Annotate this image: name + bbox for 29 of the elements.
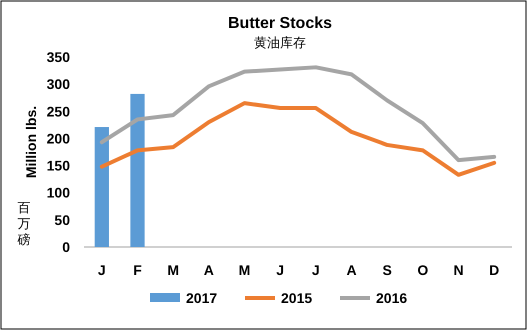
x-tick-label: J — [312, 262, 320, 278]
line-series — [100, 65, 496, 162]
legend-label: 2017 — [186, 290, 218, 306]
y-tick-label: 50 — [54, 212, 70, 228]
y-tick-label: 150 — [46, 158, 70, 174]
y-tick-label: 300 — [46, 76, 70, 92]
line-series — [100, 101, 496, 177]
x-tick-label: O — [417, 262, 428, 278]
x-tick-label: M — [167, 262, 180, 278]
x-tick-label: S — [382, 262, 392, 278]
x-tick-label: J — [98, 262, 106, 278]
text: 百万磅 — [16, 200, 30, 247]
legend-label: 2016 — [376, 290, 408, 306]
y-axis-title: Million lbs. — [23, 106, 39, 178]
chart-subtitle: 黄油库存 — [254, 35, 306, 50]
legend-label: 2015 — [281, 290, 312, 306]
x-tick-label: N — [453, 262, 464, 278]
x-tick-label: D — [489, 262, 500, 278]
x-tick-label: M — [238, 262, 250, 278]
y-tick-label: 250 — [46, 103, 70, 120]
x-tick-label: F — [133, 262, 142, 278]
x-tick-label: A — [204, 262, 214, 278]
y-tick-label: 350 — [46, 49, 70, 65]
y-tick-label: 100 — [46, 184, 70, 201]
x-tick-label: A — [346, 262, 357, 278]
x-tick-label: J — [276, 262, 284, 278]
y-tick-label: 0 — [62, 239, 70, 255]
chart-title: Butter Stocks — [228, 15, 332, 32]
y-tick-label: 200 — [46, 130, 70, 146]
